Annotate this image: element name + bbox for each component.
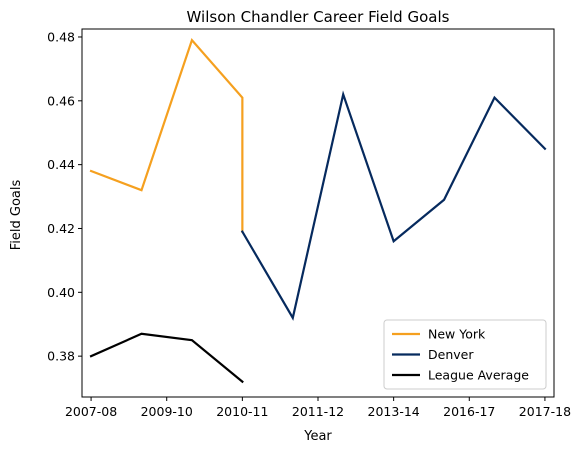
y-tick-label: 0.42: [47, 221, 75, 236]
y-tick-label: 0.44: [47, 157, 75, 172]
x-tick-label: 2007-08: [65, 404, 117, 419]
x-tick-label: 2011-12: [292, 404, 344, 419]
x-tick-label: 2017-18: [519, 404, 571, 419]
legend-label-denver: Denver: [428, 347, 474, 362]
y-tick-label: 0.38: [47, 349, 75, 364]
chart-title: Wilson Chandler Career Field Goals: [187, 8, 450, 26]
legend-box: [383, 319, 547, 390]
x-tick-label: 2016-17: [443, 404, 495, 419]
y-tick-label: 0.46: [47, 93, 75, 108]
y-tick-label: 0.48: [47, 29, 75, 44]
series-line-new-york: [89, 38, 244, 233]
legend-label-league-average: League Average: [428, 368, 529, 383]
x-axis-label: Year: [303, 429, 332, 444]
series-line-league-average: [89, 332, 244, 384]
y-tick-label: 0.40: [47, 285, 75, 300]
y-axis-label: Field Goals: [9, 180, 24, 251]
series-line-denver: [240, 90, 547, 321]
legend-label-new-york: New York: [428, 327, 486, 342]
plot-area: 0.38 0.40 0.42 0.44 0.46 0.48 2007-08 2009-10 20…: [47, 28, 571, 419]
x-tick-label: 2010-11: [216, 404, 268, 419]
legend: New York Denver League Average: [383, 319, 547, 390]
x-tick-label: 2009-10: [141, 404, 193, 419]
x-tick-label: 2013-14: [368, 404, 420, 419]
